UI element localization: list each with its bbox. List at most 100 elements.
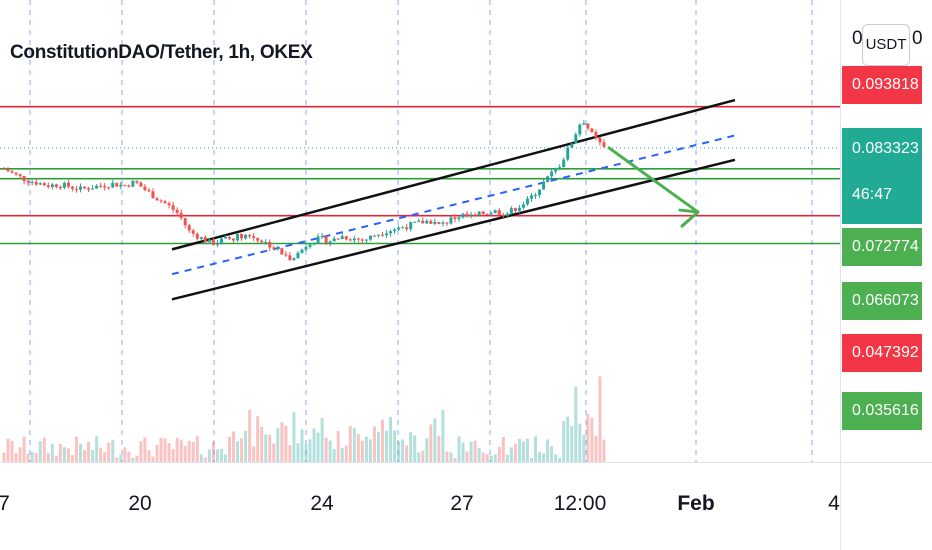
candle-body <box>429 220 433 224</box>
candle-body <box>425 220 429 224</box>
candle-body <box>364 239 368 241</box>
candle-body <box>457 217 461 219</box>
volume-bar <box>99 447 103 462</box>
candle-body <box>397 227 401 230</box>
candle-body <box>2 168 6 170</box>
volume-bar <box>54 456 58 462</box>
volume-bar <box>87 441 91 462</box>
candle-body <box>550 171 554 177</box>
volume-bar <box>151 456 155 462</box>
candle-body <box>264 241 268 243</box>
volume-bar <box>268 434 272 462</box>
volume-bar <box>461 442 465 462</box>
time-label-20: 20 <box>128 492 152 515</box>
volume-bar <box>191 442 195 462</box>
candle-body <box>578 124 582 135</box>
volume-bar <box>602 439 606 462</box>
volume-bar <box>123 447 127 462</box>
candle-body <box>127 185 131 187</box>
candle-body <box>320 235 324 237</box>
candle-body <box>598 137 602 143</box>
volume-bar <box>485 454 489 462</box>
candle-body <box>594 132 598 138</box>
volume-bar <box>163 438 167 462</box>
candle-body <box>167 203 171 206</box>
candle-body <box>139 182 143 187</box>
volume-bar <box>344 445 348 462</box>
volume-bar <box>179 439 183 462</box>
candle-body <box>501 214 505 217</box>
channel-lower-line <box>171 158 736 301</box>
candle-body <box>256 238 260 241</box>
volume-bar <box>272 443 276 462</box>
volume-bar <box>477 448 481 462</box>
volume-bar <box>167 443 171 462</box>
candle-body <box>147 190 151 192</box>
candle-body <box>413 221 417 223</box>
candle-body <box>445 222 449 224</box>
candle-body <box>509 208 513 214</box>
volume-bar <box>529 457 533 462</box>
candle-body <box>570 143 574 148</box>
volume-bar <box>393 430 397 462</box>
volume-bar <box>542 453 546 462</box>
volume-bar <box>232 431 236 462</box>
candle-body <box>538 189 542 196</box>
volume-bar <box>453 457 457 462</box>
candle-body <box>143 186 147 191</box>
candle-body <box>91 188 95 190</box>
candle-body <box>590 128 594 133</box>
candle-body <box>135 180 139 183</box>
volume-bar <box>397 441 401 462</box>
candle-body <box>79 186 83 190</box>
candle-body <box>38 183 42 185</box>
volume-bar <box>66 448 70 462</box>
price-axis-divider <box>840 0 841 550</box>
candle-body <box>227 237 231 239</box>
candle-body <box>340 236 344 240</box>
candle-body <box>521 204 525 208</box>
volume-bar <box>171 448 175 462</box>
candle-body <box>546 176 550 183</box>
volume-bar <box>18 447 22 462</box>
candle-body <box>437 222 441 224</box>
volume-bar <box>473 440 477 462</box>
volume-bar <box>312 428 316 462</box>
volume-bar <box>381 419 385 462</box>
volume-bar <box>264 434 268 462</box>
candle-body <box>385 233 389 236</box>
volume-bar <box>465 451 469 462</box>
volume-bar <box>42 437 46 462</box>
volume-bar <box>433 418 437 462</box>
volume-bar <box>364 436 368 462</box>
volume-bar <box>570 426 574 462</box>
candle-body <box>232 238 236 241</box>
volume-bar <box>252 446 256 462</box>
candle-body <box>525 198 529 205</box>
volume-bar <box>227 436 231 462</box>
volume-bar <box>119 454 123 462</box>
candle-body <box>449 217 453 224</box>
volume-bar <box>183 445 187 462</box>
volume-bar <box>413 435 417 462</box>
volume-bar <box>62 447 66 462</box>
volume-bar <box>489 455 493 462</box>
candle-body <box>336 238 340 240</box>
candle-body <box>393 229 397 232</box>
candle-body <box>87 188 91 190</box>
price-label-resistance-low: 0.047392 <box>842 334 922 372</box>
volume-bar <box>481 452 485 462</box>
arrow-head <box>678 208 700 228</box>
currency-selector[interactable]: USDT <box>862 24 910 66</box>
candle-body <box>6 168 10 172</box>
volume-bar <box>425 438 429 462</box>
candle-body <box>66 182 70 187</box>
volume-bar <box>550 446 554 462</box>
candle-body <box>574 134 578 144</box>
volume-bar <box>175 437 179 462</box>
volume-bar <box>256 416 260 462</box>
candle-body <box>473 214 477 216</box>
volume-bar <box>385 430 389 462</box>
candle-body <box>260 240 264 243</box>
